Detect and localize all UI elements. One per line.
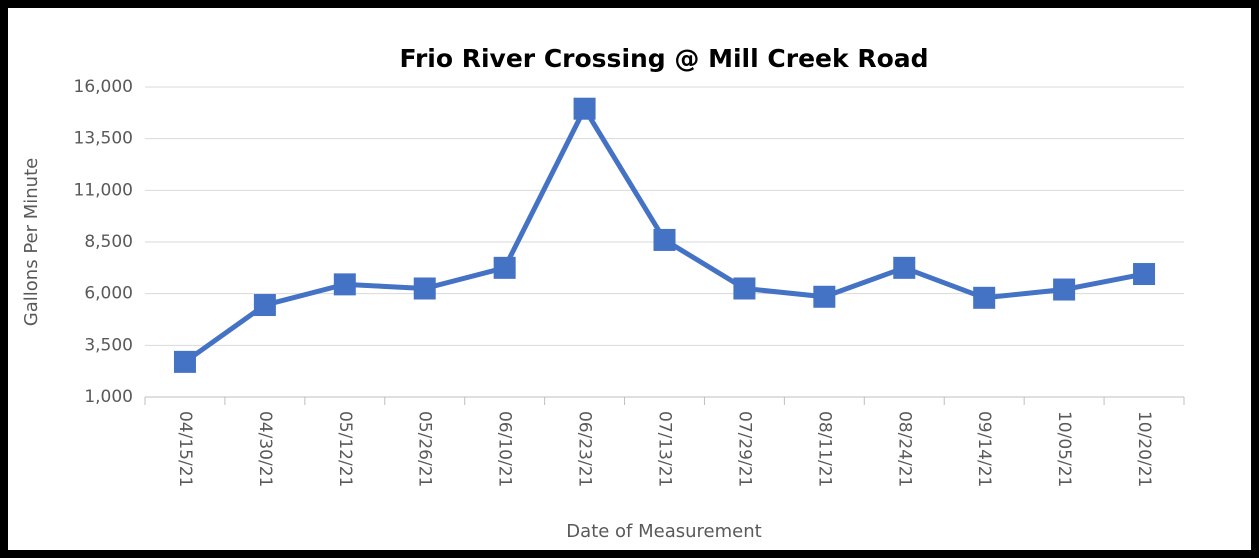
marker — [413, 277, 436, 300]
y-tick-label: 11,000 — [74, 180, 133, 200]
x-tick-label: 04/15/21 — [175, 411, 195, 487]
x-tick-label: 07/29/21 — [734, 411, 754, 487]
chart-title: Frio River Crossing @ Mill Creek Road — [399, 44, 928, 73]
marker — [333, 273, 356, 296]
x-tick-label: 09/14/21 — [974, 411, 994, 487]
x-tick-label: 05/12/21 — [335, 411, 355, 487]
marker — [573, 97, 596, 120]
x-tick-label: 06/10/21 — [495, 411, 515, 487]
y-tick-label: 13,500 — [74, 129, 133, 149]
y-tick-label: 6,000 — [84, 284, 133, 304]
y-tick-label: 8,500 — [84, 232, 133, 252]
x-tick-label: 05/26/21 — [415, 411, 435, 487]
x-tick-label: 08/11/21 — [814, 411, 834, 487]
x-axis-title: Date of Measurement — [566, 521, 761, 542]
x-tick-label: 07/13/21 — [655, 411, 675, 487]
marker — [733, 277, 756, 300]
marker — [1133, 263, 1156, 286]
marker — [253, 294, 276, 317]
marker — [893, 256, 916, 279]
x-tick-label: 10/20/21 — [1134, 411, 1154, 487]
marker — [173, 350, 196, 373]
marker — [813, 285, 836, 308]
marker — [653, 228, 676, 251]
marker — [493, 256, 516, 279]
y-tick-label: 1,000 — [84, 387, 133, 407]
y-tick-label: 16,000 — [74, 77, 133, 97]
x-tick-label: 06/23/21 — [575, 411, 595, 487]
y-axis-title: Gallons Per Minute — [21, 158, 42, 326]
marker — [973, 286, 996, 309]
x-tick-label: 04/30/21 — [255, 411, 275, 487]
x-tick-label: 10/05/21 — [1054, 411, 1074, 487]
x-tick-label: 08/24/21 — [894, 411, 914, 487]
marker — [1053, 278, 1076, 301]
y-tick-label: 3,500 — [84, 335, 133, 355]
